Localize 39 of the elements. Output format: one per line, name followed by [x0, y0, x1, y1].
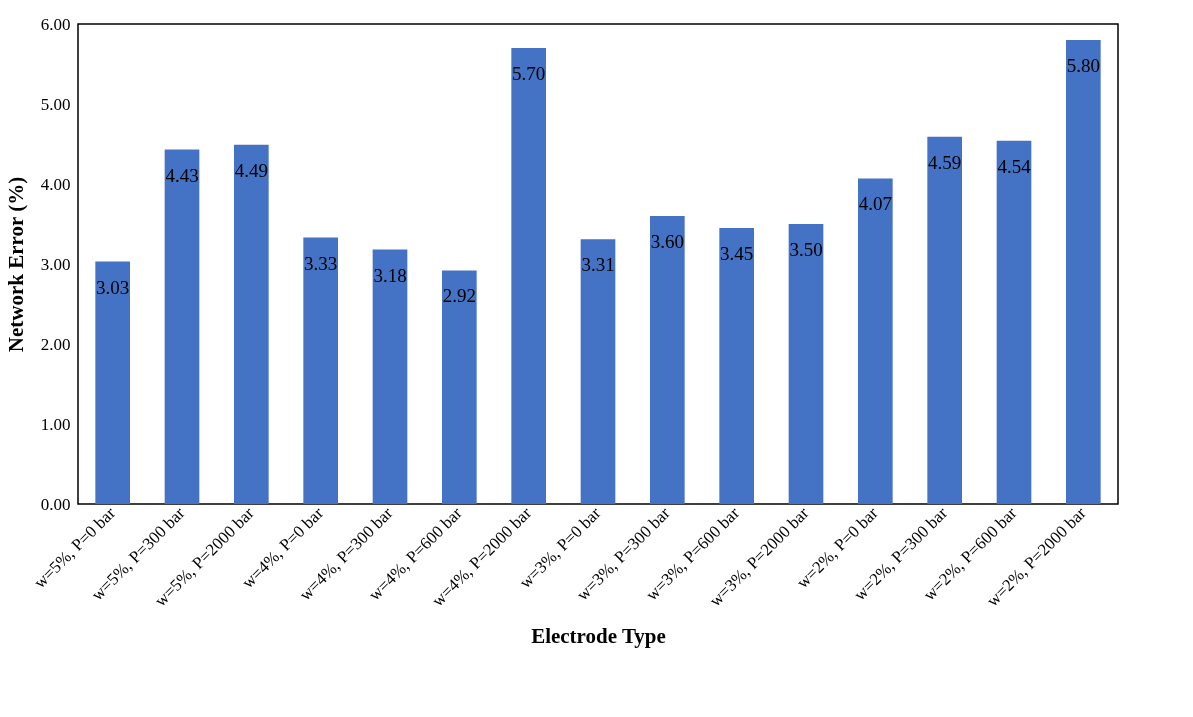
bar — [788, 224, 824, 504]
data-label: 4.43 — [165, 164, 199, 186]
bar — [164, 149, 200, 504]
data-label: 2.92 — [442, 285, 476, 307]
data-label: 3.60 — [650, 231, 684, 252]
y-tick-label: 0.00 — [40, 494, 71, 514]
data-label: 3.50 — [789, 239, 823, 260]
bar — [442, 270, 477, 504]
bar — [858, 178, 893, 504]
bar — [372, 249, 408, 504]
bar — [303, 237, 338, 504]
data-label: 3.45 — [720, 243, 754, 264]
bar — [1066, 40, 1101, 504]
bar — [650, 216, 685, 504]
data-label: 4.54 — [997, 155, 1032, 177]
bar — [927, 136, 962, 504]
data-label: 5.80 — [1066, 55, 1100, 76]
data-label: 3.03 — [96, 276, 130, 298]
y-tick-label: 3.00 — [40, 254, 71, 274]
bar — [719, 228, 754, 504]
data-label: 5.70 — [512, 63, 546, 84]
y-tick-label: 4.00 — [40, 174, 71, 194]
y-tick-label: 5.00 — [40, 94, 71, 114]
data-label: 4.49 — [234, 159, 268, 181]
data-label: 3.33 — [304, 252, 338, 274]
bar — [511, 48, 546, 504]
bar — [234, 144, 269, 504]
data-label: 3.31 — [581, 254, 615, 276]
data-label: 4.59 — [928, 151, 962, 173]
y-tick-label: 1.00 — [40, 414, 71, 434]
bar — [95, 261, 130, 504]
bar — [580, 239, 616, 504]
data-label: 3.18 — [373, 264, 407, 286]
x-axis-title: Electrode Type — [531, 623, 666, 648]
y-tick-label: 2.00 — [40, 334, 71, 354]
bar — [996, 140, 1032, 504]
data-label: 4.07 — [858, 193, 892, 215]
y-axis-title: Network Error (%) — [3, 176, 28, 353]
y-tick-label: 6.00 — [40, 14, 71, 34]
